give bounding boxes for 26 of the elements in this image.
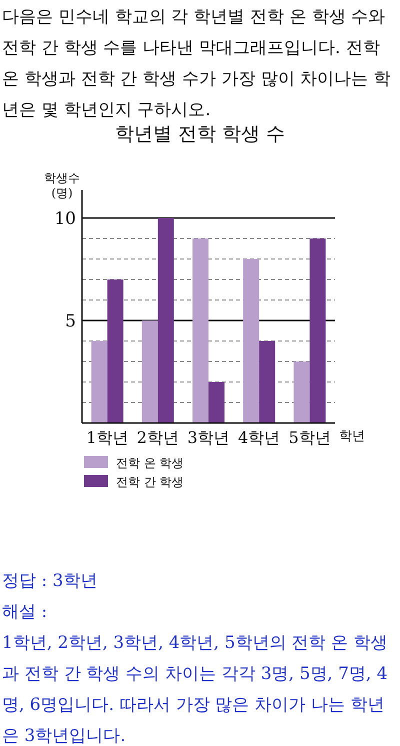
bar [107, 280, 124, 423]
x-tick-label: 3학년 [187, 428, 230, 447]
bar [208, 382, 224, 423]
bar [91, 341, 108, 423]
y-tick-label: 5 [65, 312, 76, 332]
x-tick-label: 4학년 [238, 428, 280, 447]
x-tick-label: 5학년 [288, 428, 331, 447]
text: 다음은 민수네 학교의 각 학년별 전학 온 학생 수와 전학 간 학생 수를 나타낸 막대그래프입니다. 전학 온 학생과 전학 간 학생 수가 가장 많이 차이나는 학년은 몇 학년인지 구하시오. [2, 7, 391, 120]
y-axis-title: 학생수 (명) [44, 171, 80, 200]
legend-label: 전학 온 학생 [116, 456, 184, 470]
y-tick-label: 10 [54, 209, 76, 229]
x-axis-title: 학년 [339, 429, 365, 444]
x-tick-label: 1학년 [86, 428, 128, 447]
chart-title: 학년별 전학 학생 수 [114, 123, 286, 145]
bar [259, 341, 276, 423]
bar [243, 259, 260, 423]
text: 1학년, 2학년, 3학년, 4학년, 5학년의 전학 온 학생과 전학 간 학생 수의 차이는 각각 3명, 5명, 7명, 4명, 6명입니다. 따라서 가장 많은 차이가 나는 학년은 3학년입니다. [2, 632, 389, 746]
bar [294, 362, 310, 423]
bar [158, 218, 174, 423]
bar [192, 238, 208, 423]
x-tick-label: 2학년 [136, 428, 179, 447]
text: 정답 : 3학년 [2, 570, 98, 593]
legend-label: 전학 간 학생 [116, 475, 184, 489]
bar [310, 238, 326, 423]
bar [142, 320, 158, 423]
text: 해설 : [2, 601, 48, 624]
